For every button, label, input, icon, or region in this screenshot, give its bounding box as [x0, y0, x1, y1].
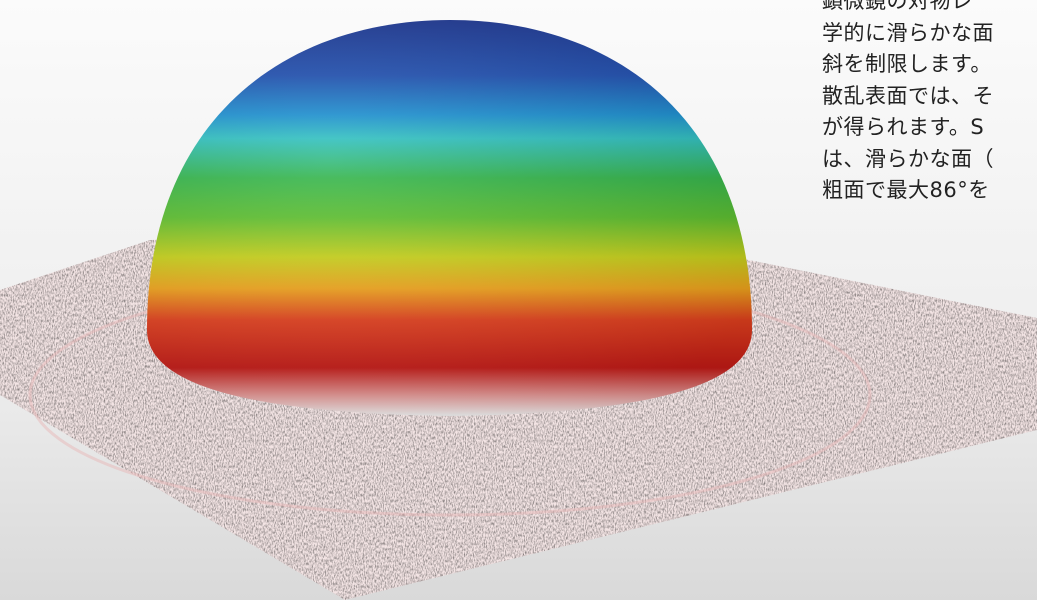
description: 顕微鏡の対物レ学的に滑らかな面 斜を制限します。 散乱表面では、そ が得られます。S は… [822, 0, 1037, 207]
text-line: 斜を制限します。 [822, 52, 992, 76]
text-line: 顕微鏡の対物レ [822, 0, 973, 13]
text-line: 散乱表面では、そ [822, 83, 994, 108]
text-line: 学的に滑らかな面 [822, 20, 994, 45]
text-line: 粗面で最大86°を [822, 178, 990, 202]
hemisphere-shade [147, 20, 752, 416]
text-line: は、滑らかな面（ [822, 146, 994, 171]
text-line: が得られます。S [822, 115, 985, 139]
